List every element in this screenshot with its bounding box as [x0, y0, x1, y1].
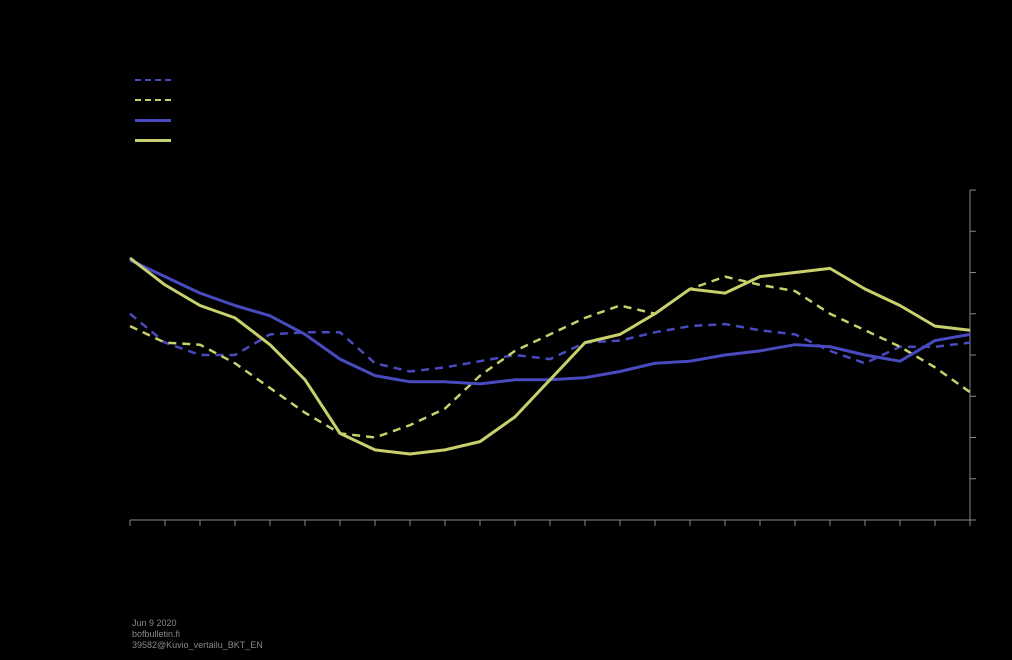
legend-swatch	[135, 79, 171, 81]
legend-label: Euro area, GDP	[181, 91, 295, 109]
legend-label: Finland, GDP	[181, 71, 277, 89]
legend-item: Finland, GDP	[135, 70, 403, 90]
footer-line: Jun 9 2020	[132, 618, 263, 629]
legend-item: Euro area, private consumption	[135, 130, 403, 150]
series-line	[130, 260, 970, 384]
legend-item: Finland, private consumption	[135, 110, 403, 130]
legend-label: Finland, private consumption	[181, 111, 386, 129]
legend-item: Euro area, GDP	[135, 90, 403, 110]
legend-swatch	[135, 99, 171, 101]
footer-line: bofbulletin.fi	[132, 629, 263, 640]
legend: Finland, GDP Euro area, GDP Finland, priva…	[135, 70, 403, 150]
legend-label: Euro area, private consumption	[181, 131, 403, 149]
footer-meta: Jun 9 2020bofbulletin.fi39582@Kuvio_vert…	[132, 618, 263, 650]
footer-line: 39582@Kuvio_vertailu_BKT_EN	[132, 640, 263, 651]
legend-swatch	[135, 139, 171, 142]
legend-swatch	[135, 119, 171, 122]
series-line	[130, 314, 970, 372]
